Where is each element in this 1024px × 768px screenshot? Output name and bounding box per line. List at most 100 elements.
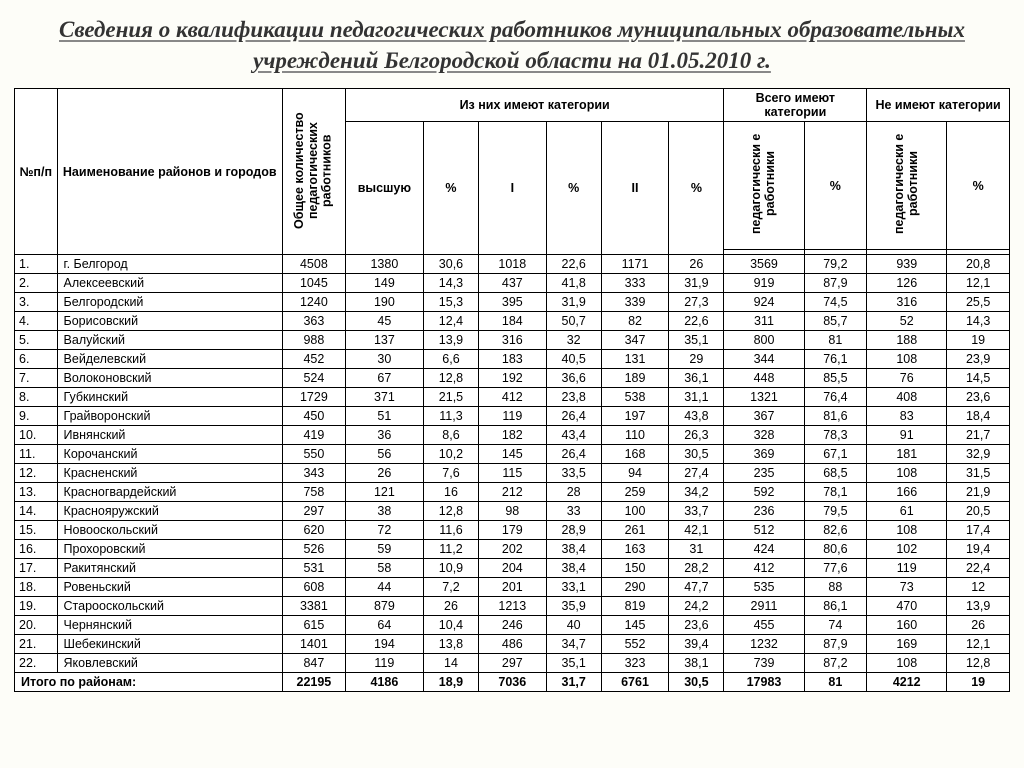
cell: 34,7	[546, 635, 601, 654]
table-row: 20.Чернянский6156410,42464014523,6455741…	[15, 616, 1010, 635]
cell: 20,8	[947, 255, 1010, 274]
col-ii-pct: %	[669, 122, 724, 255]
cell: 32	[546, 331, 601, 350]
cell: 31,9	[546, 293, 601, 312]
cell: 67,1	[804, 445, 867, 464]
cell: 76,1	[804, 350, 867, 369]
cell: 26,4	[546, 445, 601, 464]
cell: 20.	[15, 616, 58, 635]
cell: 4508	[282, 255, 345, 274]
cell: 550	[282, 445, 345, 464]
cell: 344	[724, 350, 804, 369]
cell: 79,2	[804, 255, 867, 274]
cell: 163	[601, 540, 669, 559]
cell: 190	[345, 293, 423, 312]
cell: 169	[867, 635, 947, 654]
cell: 145	[601, 616, 669, 635]
cell: 19	[947, 673, 1010, 692]
cell: 15,3	[423, 293, 478, 312]
cell: 259	[601, 483, 669, 502]
cell: 470	[867, 597, 947, 616]
cell: 4212	[867, 673, 947, 692]
cell: 23,8	[546, 388, 601, 407]
cell: 17.	[15, 559, 58, 578]
cell: 26	[423, 597, 478, 616]
cell: 31,5	[947, 464, 1010, 483]
cell: 194	[345, 635, 423, 654]
cell: 119	[479, 407, 547, 426]
cell: 1171	[601, 255, 669, 274]
table-row: 16.Прохоровский5265911,220238,4163314248…	[15, 540, 1010, 559]
cell: 924	[724, 293, 804, 312]
cell: 74	[804, 616, 867, 635]
cell: 137	[345, 331, 423, 350]
cell: 552	[601, 635, 669, 654]
cell: 131	[601, 350, 669, 369]
cell: Вейделевский	[57, 350, 282, 369]
table-row: 21.Шебекинский140119413,848634,755239,41…	[15, 635, 1010, 654]
cell: 246	[479, 616, 547, 635]
cell: 10,4	[423, 616, 478, 635]
table-row: 14.Краснояружский2973812,8983310033,7236…	[15, 502, 1010, 521]
cell: 43,4	[546, 426, 601, 445]
col-ii: II	[601, 122, 669, 255]
cell: Краснояружский	[57, 502, 282, 521]
cell: Красногвардейский	[57, 483, 282, 502]
table-row: 8.Губкинский172937121,541223,853831,1132…	[15, 388, 1010, 407]
cell: 11.	[15, 445, 58, 464]
cell: 367	[724, 407, 804, 426]
table-row: 4.Борисовский3634512,418450,78222,631185…	[15, 312, 1010, 331]
cell: 419	[282, 426, 345, 445]
cell: 847	[282, 654, 345, 673]
cell: 14	[423, 654, 478, 673]
cell: 919	[724, 274, 804, 293]
cell: 160	[867, 616, 947, 635]
table-row: 6.Вейделевский452306,618340,51312934476,…	[15, 350, 1010, 369]
cell: 94	[601, 464, 669, 483]
cell: 408	[867, 388, 947, 407]
cell: 188	[867, 331, 947, 350]
cell: 988	[282, 331, 345, 350]
cell: 21,5	[423, 388, 478, 407]
cell: 35,1	[546, 654, 601, 673]
cell: 363	[282, 312, 345, 331]
cell: 98	[479, 502, 547, 521]
cell: 339	[601, 293, 669, 312]
cell: 3569	[724, 255, 804, 274]
cell: 1240	[282, 293, 345, 312]
cell: 149	[345, 274, 423, 293]
cell: 412	[479, 388, 547, 407]
cell: 1401	[282, 635, 345, 654]
cell: 40	[546, 616, 601, 635]
cell: 17,4	[947, 521, 1010, 540]
cell: 23,6	[669, 616, 724, 635]
cell: 23,6	[947, 388, 1010, 407]
cell: 455	[724, 616, 804, 635]
cell: 80,6	[804, 540, 867, 559]
cell: 44	[345, 578, 423, 597]
cell: 22,4	[947, 559, 1010, 578]
cell: Валуйский	[57, 331, 282, 350]
cell: 108	[867, 350, 947, 369]
cell: 12,8	[423, 502, 478, 521]
cell: 47,7	[669, 578, 724, 597]
cell: Ивнянский	[57, 426, 282, 445]
cell: 13,9	[423, 331, 478, 350]
cell: 28,9	[546, 521, 601, 540]
cell: 12,8	[423, 369, 478, 388]
cell: 1213	[479, 597, 547, 616]
cell: 108	[867, 654, 947, 673]
cell: 202	[479, 540, 547, 559]
cell: 145	[479, 445, 547, 464]
cell: 290	[601, 578, 669, 597]
cell: 6,6	[423, 350, 478, 369]
cell: 16	[423, 483, 478, 502]
cell: 82,6	[804, 521, 867, 540]
cell: 25,5	[947, 293, 1010, 312]
cell: 50,7	[546, 312, 601, 331]
cell: 620	[282, 521, 345, 540]
table-row: 2.Алексеевский104514914,343741,833331,99…	[15, 274, 1010, 293]
cell: 179	[479, 521, 547, 540]
cell: 4.	[15, 312, 58, 331]
cell: 168	[601, 445, 669, 464]
